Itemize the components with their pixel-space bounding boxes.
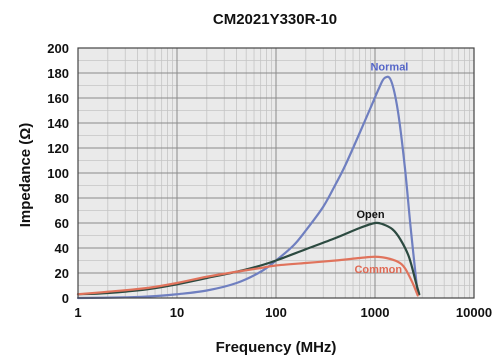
plot-frame bbox=[77, 47, 475, 299]
y-tick-label: 160 bbox=[47, 91, 69, 106]
y-tick-label: 40 bbox=[55, 241, 69, 256]
x-tick-label: 10000 bbox=[456, 305, 492, 320]
y-tick-label: 100 bbox=[47, 166, 69, 181]
x-tick-label: 100 bbox=[265, 305, 287, 320]
series-label-normal: Normal bbox=[370, 62, 408, 74]
y-tick-label: 180 bbox=[47, 66, 69, 81]
chart-title: CM2021Y330R-10 bbox=[213, 11, 337, 28]
series-line-normal bbox=[76, 75, 419, 300]
series-label-open: Open bbox=[356, 209, 384, 221]
y-tick-label: 0 bbox=[62, 291, 69, 306]
x-axis-label: Frequency (MHz) bbox=[216, 339, 337, 356]
series-label-common: Common bbox=[354, 264, 402, 276]
x-axis-ticks: 1 10 100 1000 10000 bbox=[74, 305, 492, 320]
y-tick-label: 60 bbox=[55, 216, 69, 231]
series-line-open bbox=[76, 221, 421, 296]
series-labels: Normal Open Common bbox=[354, 62, 408, 277]
y-axis-label: Impedance (Ω) bbox=[17, 123, 34, 228]
series-line-common bbox=[76, 255, 419, 297]
y-tick-label: 20 bbox=[55, 266, 69, 281]
y-tick-label: 80 bbox=[55, 191, 69, 206]
y-tick-label: 200 bbox=[47, 41, 69, 56]
y-tick-label: 120 bbox=[47, 141, 69, 156]
x-tick-label: 1000 bbox=[361, 305, 390, 320]
y-tick-label: 140 bbox=[47, 116, 69, 131]
x-tick-label: 10 bbox=[170, 305, 184, 320]
y-axis-ticks: 0 20 40 60 80 100 120 140 160 180 200 bbox=[47, 41, 69, 306]
x-tick-label: 1 bbox=[74, 305, 81, 320]
series-lines bbox=[76, 75, 421, 300]
